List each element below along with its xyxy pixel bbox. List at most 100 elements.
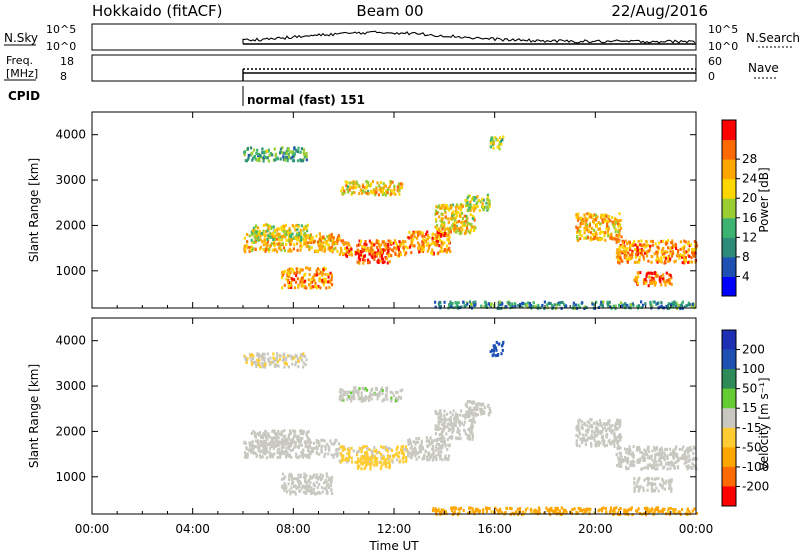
heatmap-cell [442,428,445,432]
heatmap-cell [442,226,445,229]
heatmap-cell [305,229,309,233]
heatmap-cell [276,456,279,459]
colorbar-frame [721,329,737,507]
heatmap-cell [324,241,327,245]
heatmap-cell [273,436,276,440]
heatmap-cell [619,419,622,423]
heatmap-cell [669,467,672,471]
heatmap-cell [439,437,442,441]
heatmap-cell [290,356,293,360]
heatmap-cell [683,244,686,248]
heatmap-cell [500,142,503,146]
heatmap-cell [354,460,357,464]
heatmap-cell [390,241,393,245]
heatmap-cell [630,253,634,257]
heatmap-cell [642,278,646,282]
heatmap-cell [250,358,253,362]
heatmap-cell [601,507,604,511]
heatmap-cell [496,138,499,142]
heatmap-cell [665,447,668,451]
heatmap-cell [632,445,635,449]
heatmap-cell [684,258,687,261]
heatmap-cell [461,224,464,228]
heatmap-cell [440,439,443,443]
heatmap-cell [343,392,346,396]
heatmap-cell [554,506,557,510]
heatmap-cell [271,453,274,457]
heatmap-cell [618,223,621,226]
heatmap-cell [289,281,292,285]
heatmap-cell [262,243,265,247]
heatmap-cell [583,508,586,512]
heatmap-cell [441,443,444,447]
heatmap-cell [436,447,439,451]
heatmap-cell [452,423,455,427]
heatmap-cell [287,148,290,152]
heatmap-cell [263,440,266,444]
heatmap-cell [299,248,302,252]
heatmap-cell [594,218,597,222]
heatmap-cell [259,238,262,242]
heatmap-cell [581,423,584,427]
heatmap-cell [358,261,361,265]
heatmap-cell [468,194,471,198]
heatmap-cell [430,455,433,459]
heatmap-cell [618,303,621,307]
heatmap-cell [476,413,479,417]
heatmap-cell [268,451,271,455]
heatmap-cell [351,460,354,464]
heatmap-cell [571,508,574,512]
heatmap-cell [339,452,342,456]
heatmap-cell [667,304,670,307]
heatmap-cell [454,209,457,213]
heatmap-cell [255,158,259,162]
heatmap-cell [440,419,443,423]
heatmap-cell [426,445,429,449]
heatmap-cell [480,304,483,308]
heatmap-cell [309,489,312,493]
heatmap-cell [455,224,458,228]
heatmap-cell [488,199,491,203]
heatmap-cell [674,302,677,306]
heatmap-cell [399,253,403,256]
heatmap-cell [463,420,466,424]
heatmap-cell [456,417,459,421]
heatmap-cell [601,424,604,428]
heatmap-cell [445,248,448,252]
heatmap-cell [669,274,672,277]
heatmap-cell [687,301,690,305]
heatmap-cell [636,244,639,248]
heatmap-cell [489,141,493,145]
heatmap-cell [265,446,268,450]
heatmap-cell [593,432,596,436]
heatmap-cell [643,478,646,482]
heatmap-cell [433,241,436,245]
heatmap-cell [595,236,598,240]
heatmap-cell [649,301,652,305]
heatmap-cell [374,251,377,255]
heatmap-cell [273,238,276,242]
heatmap-cell [487,207,490,211]
heatmap-cell [264,150,267,153]
heatmap-cell [671,246,674,250]
heatmap-cell [447,207,450,211]
heatmap-cell [467,407,470,411]
heatmap-cell [496,353,499,357]
heatmap-cell [672,245,675,248]
heatmap-cell [654,453,657,457]
heatmap-cell [473,408,476,412]
heatmap-cell [559,301,562,305]
heatmap-cell [420,245,423,249]
heatmap-cell [352,184,355,188]
heatmap-cell [282,477,286,481]
heatmap-cell [459,436,462,440]
heatmap-cell [439,416,442,419]
heatmap-cell [682,254,685,258]
heatmap-cell [298,233,301,237]
heatmap-cell [326,475,329,478]
heatmap-cell [590,418,593,422]
heatmap-cell [615,233,618,237]
heatmap-cell [448,444,451,448]
heatmap-cell [598,227,601,231]
